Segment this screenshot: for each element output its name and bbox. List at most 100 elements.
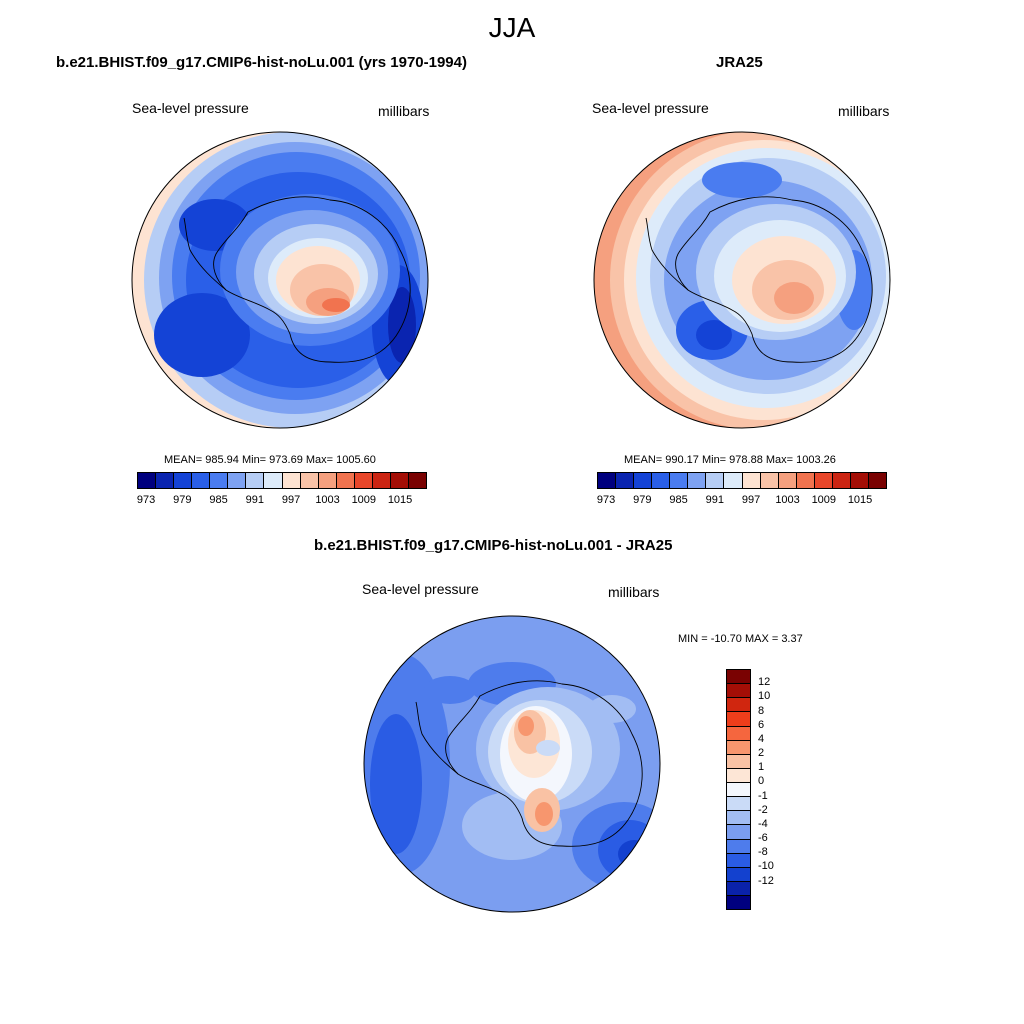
colorbar-tick-label: 1003 bbox=[315, 494, 340, 506]
colorbar-box bbox=[727, 754, 750, 769]
colorbar-box bbox=[138, 473, 157, 488]
colorbar-tick-label: -6 bbox=[758, 832, 768, 845]
colorbar-box bbox=[616, 473, 635, 488]
colorbar-box bbox=[727, 684, 750, 699]
colorbar-tick-label: 1015 bbox=[847, 494, 873, 506]
panel3-polar-map bbox=[363, 615, 661, 913]
panel1-stats: MEAN= 985.94 Min= 973.69 Max= 1005.60 bbox=[164, 454, 376, 466]
colorbar-tick-label: 985 bbox=[669, 494, 688, 506]
colorbar-tick-label: 0 bbox=[758, 775, 765, 788]
colorbar-tick-label: 1 bbox=[758, 761, 765, 774]
panel2-colorbar bbox=[597, 472, 887, 489]
colorbar-tick-label: -8 bbox=[758, 846, 768, 859]
panel3-colorbar bbox=[726, 669, 751, 910]
colorbar-box bbox=[727, 881, 750, 896]
colorbar-box bbox=[318, 473, 337, 488]
colorbar-box bbox=[727, 867, 750, 882]
colorbar-box bbox=[354, 473, 373, 488]
colorbar-tick-label: 12 bbox=[758, 676, 771, 689]
colorbar-box bbox=[192, 473, 211, 488]
colorbar-box bbox=[264, 473, 283, 488]
colorbar-tick-label: 991 bbox=[705, 494, 724, 506]
colorbar-box bbox=[174, 473, 193, 488]
colorbar-box bbox=[727, 698, 750, 713]
panel2-stats: MEAN= 990.17 Min= 978.88 Max= 1003.26 bbox=[624, 454, 836, 466]
colorbar-box bbox=[390, 473, 409, 488]
colorbar-box bbox=[727, 712, 750, 727]
colorbar-tick-label: -10 bbox=[758, 860, 774, 873]
colorbar-box bbox=[408, 473, 426, 488]
colorbar-tick-label: 979 bbox=[633, 494, 652, 506]
colorbar-box bbox=[228, 473, 247, 488]
panel2-variable-label: Sea-level pressure bbox=[592, 100, 709, 116]
colorbar-tick-label: 4 bbox=[758, 732, 765, 745]
panel3-stats: MIN = -10.70 MAX = 3.37 bbox=[678, 633, 803, 645]
colorbar-box bbox=[724, 473, 743, 488]
colorbar-box bbox=[727, 726, 750, 741]
colorbar-box bbox=[727, 853, 750, 868]
colorbar-box bbox=[832, 473, 851, 488]
colorbar-box bbox=[246, 473, 265, 488]
colorbar-box bbox=[727, 768, 750, 783]
colorbar-tick-label: 997 bbox=[741, 494, 761, 506]
colorbar-tick-label: -1 bbox=[758, 789, 768, 802]
colorbar-box bbox=[814, 473, 833, 488]
panel1-variable-label: Sea-level pressure bbox=[132, 100, 249, 116]
panel2-colorbar-ticks: 973 979 985 991 997 1003 1009 1015 bbox=[597, 494, 887, 508]
main-title: JJA bbox=[488, 12, 536, 43]
colorbar-tick-label: 10 bbox=[758, 690, 771, 703]
colorbar-box bbox=[156, 473, 175, 488]
colorbar-tick-label: 997 bbox=[281, 494, 301, 506]
colorbar-box bbox=[727, 740, 750, 755]
panel3-variable-label: Sea-level pressure bbox=[362, 581, 479, 597]
colorbar-box bbox=[727, 783, 750, 798]
colorbar-box bbox=[282, 473, 301, 488]
colorbar-box bbox=[706, 473, 725, 488]
colorbar-box bbox=[760, 473, 779, 488]
colorbar-tick-label: 1009 bbox=[811, 494, 837, 506]
colorbar-box bbox=[727, 797, 750, 812]
panel1-polar-map bbox=[131, 131, 429, 429]
colorbar-tick-label: 1015 bbox=[387, 494, 413, 506]
panel1-colorbar-ticks: 973 979 985 991 997 1003 1009 1015 bbox=[137, 494, 427, 508]
colorbar-tick-label: 985 bbox=[209, 494, 228, 506]
colorbar-box bbox=[727, 839, 750, 854]
colorbar-box bbox=[336, 473, 355, 488]
colorbar-box bbox=[796, 473, 815, 488]
colorbar-box bbox=[634, 473, 653, 488]
colorbar-box bbox=[727, 811, 750, 826]
colorbar-box bbox=[300, 473, 319, 488]
colorbar-tick-label: 979 bbox=[173, 494, 192, 506]
colorbar-box bbox=[742, 473, 761, 488]
colorbar-box bbox=[598, 473, 617, 488]
panel3-units-label: millibars bbox=[608, 584, 660, 600]
colorbar-tick-label: 973 bbox=[136, 494, 156, 506]
panel2-title: JRA25 bbox=[716, 54, 763, 71]
panel2-polar-map bbox=[593, 131, 891, 429]
colorbar-box bbox=[727, 670, 750, 685]
colorbar-tick-label: 6 bbox=[758, 718, 765, 731]
colorbar-tick-label: 1003 bbox=[775, 494, 800, 506]
colorbar-tick-label: 2 bbox=[758, 747, 765, 760]
colorbar-box bbox=[868, 473, 886, 488]
colorbar-box bbox=[850, 473, 869, 488]
colorbar-box bbox=[727, 896, 750, 910]
panel1-colorbar bbox=[137, 472, 427, 489]
panel2-units-label: millibars bbox=[838, 103, 890, 119]
colorbar-tick-label: 8 bbox=[758, 704, 765, 717]
colorbar-box bbox=[210, 473, 229, 488]
colorbar-box bbox=[670, 473, 689, 488]
panel1-title: b.e21.BHIST.f09_g17.CMIP6-hist-noLu.001 … bbox=[56, 54, 467, 71]
colorbar-box bbox=[652, 473, 671, 488]
panel1-units-label: millibars bbox=[378, 103, 430, 119]
panel3-colorbar-ticks: 12 10 8 6 4 2 1 0 -1 -2 -4 -6 -8 -10 -12 bbox=[758, 669, 798, 910]
colorbar-tick-label: 1009 bbox=[351, 494, 377, 506]
panel3-title: b.e21.BHIST.f09_g17.CMIP6-hist-noLu.001 … bbox=[314, 537, 673, 554]
colorbar-tick-label: 991 bbox=[245, 494, 264, 506]
colorbar-box bbox=[778, 473, 797, 488]
colorbar-box bbox=[727, 825, 750, 840]
colorbar-tick-label: -12 bbox=[758, 874, 774, 887]
colorbar-tick-label: -4 bbox=[758, 817, 768, 830]
colorbar-box bbox=[688, 473, 707, 488]
colorbar-box bbox=[372, 473, 391, 488]
